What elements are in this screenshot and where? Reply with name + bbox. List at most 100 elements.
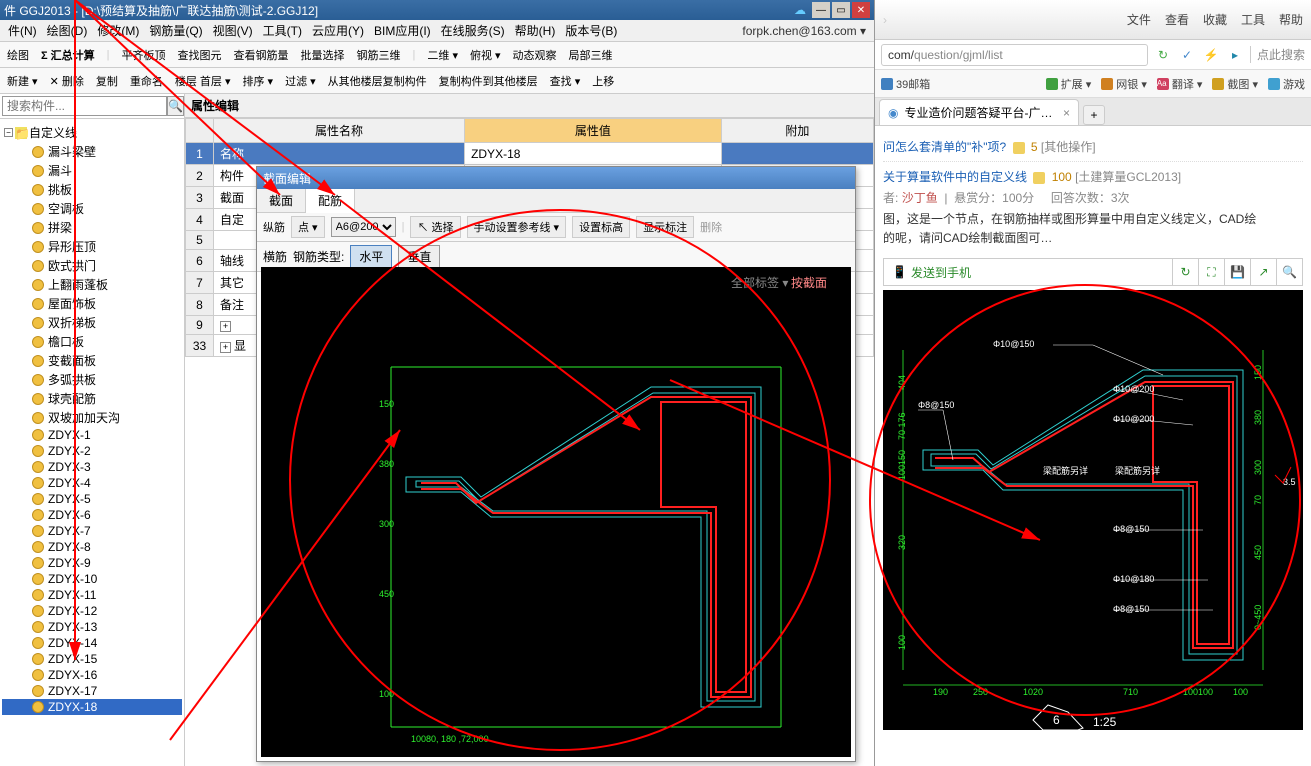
tree-item[interactable]: ZDYX-15 [2, 651, 182, 667]
question-link-1[interactable]: 问怎么套清单的"补"项? [883, 140, 1006, 154]
tree-root[interactable]: − 📁 自定义线 [2, 123, 182, 142]
search-button[interactable]: 🔍 [167, 96, 184, 116]
dlg-horiz-btn[interactable]: 水平 [350, 245, 392, 268]
bm-mail[interactable]: 39邮箱 [881, 76, 930, 92]
tb-flat-top[interactable]: 平齐板顶 [119, 45, 169, 65]
bm-translate[interactable]: Aa翻译 ▾ [1157, 76, 1203, 92]
tb-floor[interactable]: 楼层 首层 ▾ [172, 71, 234, 91]
tb-rename[interactable]: 重命名 [127, 71, 166, 91]
tree-item[interactable]: ZDYX-14 [2, 635, 182, 651]
tree-item[interactable]: ZDYX-4 [2, 475, 182, 491]
lightning-icon[interactable]: ⚡ [1202, 46, 1220, 64]
tb-topview[interactable]: 俯视 ▾ [467, 45, 504, 65]
bm-ext[interactable]: 扩展 ▾ [1046, 76, 1092, 92]
tree-item[interactable]: ZDYX-1 [2, 427, 182, 443]
tb-copy-from[interactable]: 从其他楼层复制构件 [325, 71, 430, 91]
close-button[interactable]: ✕ [852, 2, 870, 18]
tree-item[interactable]: 屋面饰板 [2, 294, 182, 313]
menu-version[interactable]: 版本号(B) [561, 20, 621, 41]
tb-rebar-3d[interactable]: 钢筋三维 [354, 45, 404, 65]
tree-item[interactable]: 漏斗 [2, 161, 182, 180]
br-menu-view[interactable]: 查看 [1165, 11, 1189, 28]
menu-cloud[interactable]: 云应用(Y) [308, 20, 368, 41]
tree-item[interactable]: 球壳配筋 [2, 389, 182, 408]
dlg-annot-btn[interactable]: 显示标注 [636, 216, 694, 238]
tb-local-3d[interactable]: 局部三维 [566, 45, 616, 65]
user-label[interactable]: forpk.chen@163.com ▾ [738, 22, 870, 40]
menu-online[interactable]: 在线服务(S) [437, 20, 509, 41]
tree-item[interactable]: ZDYX-11 [2, 587, 182, 603]
send-to-phone-button[interactable]: 📱 发送到手机 [884, 260, 1172, 285]
tree-item[interactable]: 拼梁 [2, 218, 182, 237]
reload-icon[interactable]: ↻ [1154, 46, 1172, 64]
tb-find-elem[interactable]: 查找图元 [175, 45, 225, 65]
menu-rebar[interactable]: 钢筋量(Q) [145, 20, 206, 41]
tree-item[interactable]: ZDYX-12 [2, 603, 182, 619]
bm-bank[interactable]: 网银 ▾ [1101, 76, 1147, 92]
dlg-point-dropdown[interactable]: 点 ▾ [291, 216, 325, 238]
tree-item[interactable]: 变截面板 [2, 351, 182, 370]
tb-batch-select[interactable]: 批量选择 [298, 45, 348, 65]
tab-close-icon[interactable]: × [1063, 106, 1070, 120]
dlg-rebar-input[interactable]: A6@200 [331, 217, 396, 237]
tree-item[interactable]: 上翻雨蓬板 [2, 275, 182, 294]
browser-tab[interactable]: ◉ 专业造价问题答疑平台-广联达 × [879, 99, 1079, 125]
tb-copy-to[interactable]: 复制构件到其他楼层 [436, 71, 541, 91]
br-menu-tools[interactable]: 工具 [1241, 11, 1265, 28]
tree-item[interactable]: ZDYX-10 [2, 571, 182, 587]
br-menu-file[interactable]: 文件 [1127, 11, 1151, 28]
tb-draw[interactable]: 绘图 [4, 45, 32, 65]
tree-item[interactable]: 欧式拱门 [2, 256, 182, 275]
url-input[interactable]: com/question/gjml/list [881, 44, 1148, 66]
new-tab-button[interactable]: + [1083, 105, 1105, 125]
tree-item[interactable]: ZDYX-17 [2, 683, 182, 699]
tree-item[interactable]: ZDYX-2 [2, 443, 182, 459]
rotate-icon[interactable]: ↻ [1172, 259, 1198, 285]
dialog-tab-rebar[interactable]: 配筋 [306, 189, 355, 213]
br-menu-fav[interactable]: 收藏 [1203, 11, 1227, 28]
tree-item[interactable]: ZDYX-18 [2, 699, 182, 715]
search-input[interactable] [2, 96, 167, 116]
tb-new[interactable]: 新建 ▾ [4, 71, 41, 91]
tb-find[interactable]: 查找 ▾ [547, 71, 584, 91]
q2-category[interactable]: [土建算量GCL2013] [1075, 170, 1181, 184]
q1-category[interactable]: [其他操作] [1041, 140, 1096, 154]
tb-2d[interactable]: 二维 ▾ [424, 45, 461, 65]
tree-item[interactable]: ZDYX-6 [2, 507, 182, 523]
tree-item[interactable]: 双坡加加天沟 [2, 408, 182, 427]
dlg-del-btn[interactable]: 删除 [700, 219, 722, 235]
tree-item[interactable]: 漏斗梁壁 [2, 142, 182, 161]
menu-draw[interactable]: 绘图(D) [43, 20, 92, 41]
tree-item[interactable]: 空调板 [2, 199, 182, 218]
fullscreen-icon[interactable]: ⛶ [1198, 259, 1224, 285]
menu-file[interactable]: 件(N) [4, 20, 41, 41]
tree-item[interactable]: ZDYX-8 [2, 539, 182, 555]
tree-item[interactable]: 挑板 [2, 180, 182, 199]
dlg-select-btn[interactable]: ↖ 选择 [410, 216, 460, 238]
dlg-vert-btn[interactable]: 垂直 [398, 245, 440, 268]
dialog-tab-section[interactable]: 截面 [257, 189, 306, 212]
save-icon[interactable]: 💾 [1224, 259, 1250, 285]
menu-help[interactable]: 帮助(H) [511, 20, 560, 41]
menu-modify[interactable]: 修改(M) [93, 20, 143, 41]
share-icon[interactable]: ↗ [1250, 259, 1276, 285]
tree-item[interactable]: 多弧拱板 [2, 370, 182, 389]
tb-orbit[interactable]: 动态观察 [510, 45, 560, 65]
author-link[interactable]: 沙丁鱼 [902, 191, 938, 205]
tree-item[interactable]: ZDYX-9 [2, 555, 182, 571]
flag-icon[interactable]: ▸ [1226, 46, 1244, 64]
minimize-button[interactable]: — [812, 2, 830, 18]
titlebar-cloud-icon[interactable]: ☁ [794, 3, 806, 17]
tb-view-rebar[interactable]: 查看钢筋量 [231, 45, 292, 65]
section-cad-view[interactable]: 150 380 300 450 100 10080, 180 ,72,000 全… [261, 267, 851, 757]
maximize-button[interactable]: ▭ [832, 2, 850, 18]
compat-icon[interactable]: ✓ [1178, 46, 1196, 64]
tree-item[interactable]: ZDYX-16 [2, 667, 182, 683]
br-menu-help[interactable]: 帮助 [1279, 11, 1303, 28]
bm-game[interactable]: 游戏 [1268, 76, 1305, 92]
tree-item[interactable]: 檐口板 [2, 332, 182, 351]
tree-item[interactable]: ZDYX-7 [2, 523, 182, 539]
dlg-elev-btn[interactable]: 设置标高 [572, 216, 630, 238]
embedded-cad-image[interactable]: Φ10@150 Φ10@200 Φ10@200 Φ8@150 梁配筋另详 梁配筋… [883, 290, 1303, 730]
tb-sort[interactable]: 排序 ▾ [240, 71, 277, 91]
